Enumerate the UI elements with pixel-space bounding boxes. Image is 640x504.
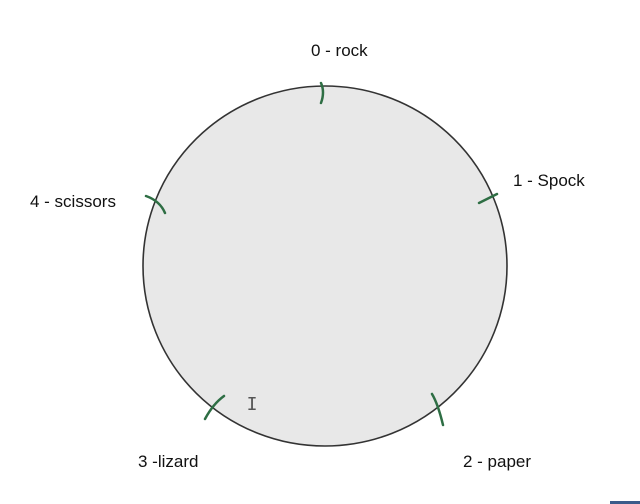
tick-mark-paper xyxy=(430,392,445,427)
tick-mark-scissors xyxy=(144,194,167,215)
node-label-scissors: 4 - scissors xyxy=(30,192,116,211)
node-label-spock: 1 - Spock xyxy=(513,171,585,190)
edge-bar xyxy=(610,501,640,504)
text-cursor-icon: I xyxy=(246,394,258,415)
tick-mark-lizard xyxy=(203,394,226,421)
node-label-rock: 0 - rock xyxy=(311,41,368,60)
tick-mark-rock xyxy=(319,81,325,105)
main-circle xyxy=(142,85,508,447)
tick-mark-spock xyxy=(477,192,499,205)
node-label-paper: 2 - paper xyxy=(463,452,531,471)
node-label-lizard: 3 -lizard xyxy=(138,452,198,471)
